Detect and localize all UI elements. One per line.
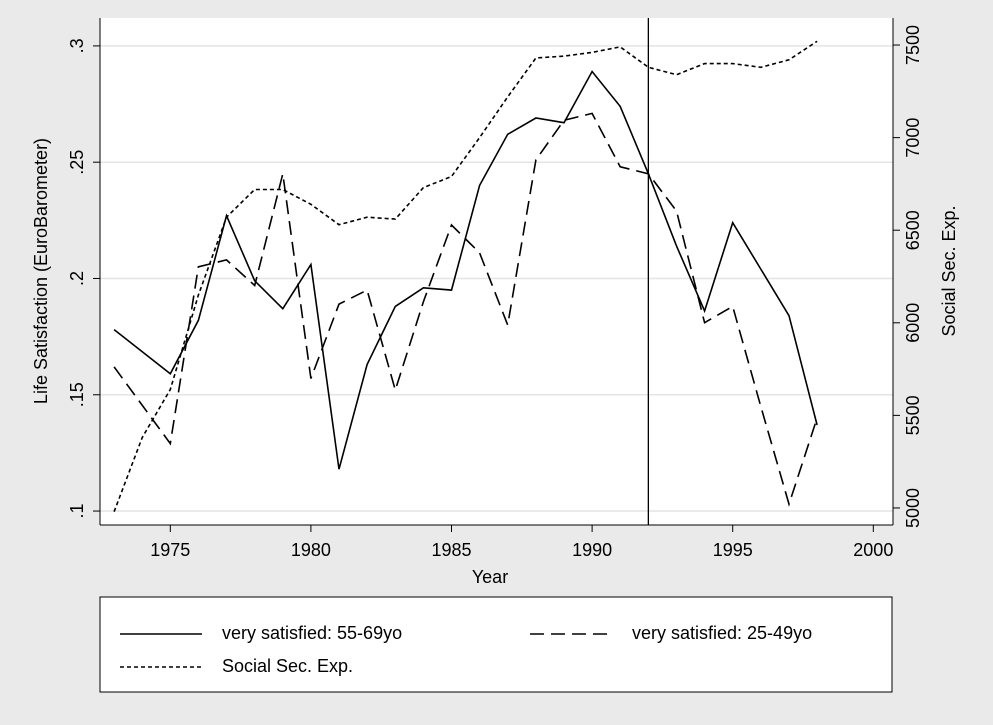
y2-tick-label: 5000 bbox=[903, 488, 923, 528]
legend-box bbox=[99, 596, 893, 693]
x-tick-label: 1980 bbox=[291, 540, 331, 560]
y-tick-label: .2 bbox=[67, 271, 87, 286]
series-line bbox=[113, 112, 818, 507]
y-axis-title: Life Satisfaction (EuroBarometer) bbox=[31, 138, 51, 404]
x-tick-label: 1995 bbox=[713, 540, 753, 560]
y2-tick-label: 7500 bbox=[903, 25, 923, 65]
y2-tick-label: 6000 bbox=[903, 303, 923, 343]
y-tick-label: .3 bbox=[67, 38, 87, 53]
legend-label: very satisfied: 55-69yo bbox=[222, 623, 402, 643]
series-line bbox=[113, 40, 818, 512]
y2-axis-title: Social Sec. Exp. bbox=[939, 205, 959, 336]
x-tick-label: 1975 bbox=[150, 540, 190, 560]
y2-tick-label: 5500 bbox=[903, 395, 923, 435]
y-tick-label: .15 bbox=[67, 382, 87, 407]
y-tick-label: .25 bbox=[67, 150, 87, 175]
series-line bbox=[113, 70, 818, 470]
legend-label: Social Sec. Exp. bbox=[222, 656, 353, 676]
y2-tick-label: 7000 bbox=[903, 118, 923, 158]
x-tick-label: 1990 bbox=[572, 540, 612, 560]
x-tick-label: 2000 bbox=[853, 540, 893, 560]
x-tick-label: 1985 bbox=[431, 540, 471, 560]
plot-area bbox=[100, 18, 893, 525]
y2-tick-label: 6500 bbox=[903, 210, 923, 250]
legend-label: very satisfied: 25-49yo bbox=[632, 623, 812, 643]
y-tick-label: .1 bbox=[67, 504, 87, 519]
x-axis-title: Year bbox=[472, 567, 508, 587]
